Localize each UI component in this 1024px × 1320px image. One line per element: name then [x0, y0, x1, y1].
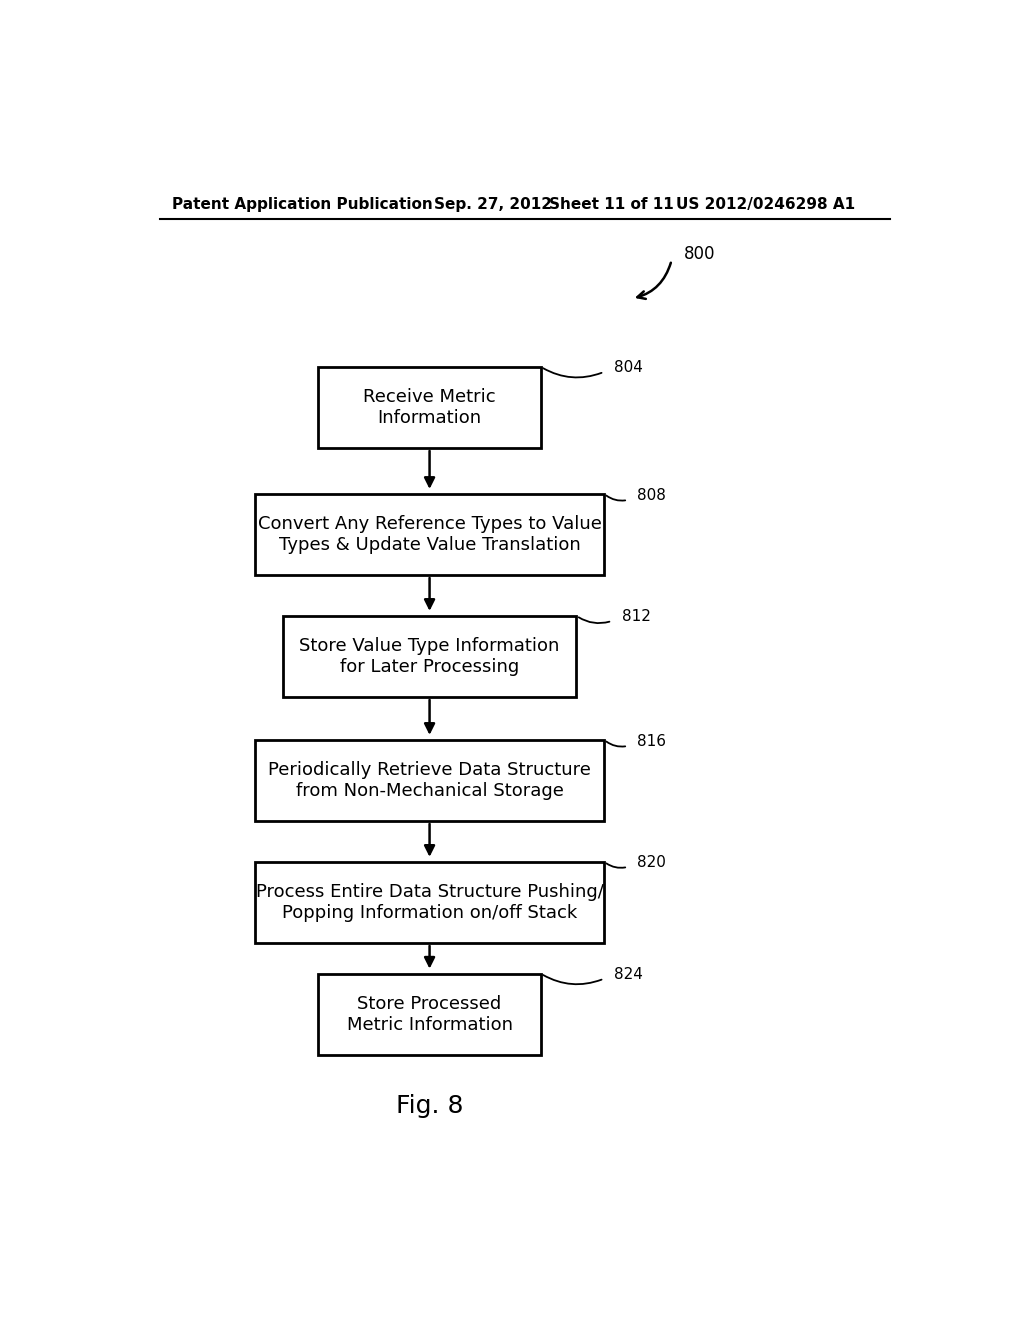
Text: Store Processed
Metric Information: Store Processed Metric Information — [346, 995, 513, 1034]
FancyBboxPatch shape — [318, 974, 541, 1055]
Text: Fig. 8: Fig. 8 — [396, 1094, 463, 1118]
Text: 800: 800 — [684, 246, 715, 263]
Text: Store Value Type Information
for Later Processing: Store Value Type Information for Later P… — [299, 638, 560, 676]
Text: Convert Any Reference Types to Value
Types & Update Value Translation: Convert Any Reference Types to Value Typ… — [258, 515, 601, 554]
Text: 816: 816 — [638, 734, 667, 750]
FancyBboxPatch shape — [255, 739, 604, 821]
FancyBboxPatch shape — [283, 615, 577, 697]
Text: US 2012/0246298 A1: US 2012/0246298 A1 — [676, 197, 855, 211]
FancyBboxPatch shape — [255, 494, 604, 576]
Text: Receive Metric
Information: Receive Metric Information — [364, 388, 496, 426]
FancyBboxPatch shape — [318, 367, 541, 447]
Text: 820: 820 — [638, 855, 667, 870]
Text: Periodically Retrieve Data Structure
from Non-Mechanical Storage: Periodically Retrieve Data Structure fro… — [268, 762, 591, 800]
FancyBboxPatch shape — [255, 862, 604, 942]
Text: Process Entire Data Structure Pushing/
Popping Information on/off Stack: Process Entire Data Structure Pushing/ P… — [256, 883, 603, 921]
Text: 812: 812 — [622, 610, 650, 624]
Text: 808: 808 — [638, 488, 667, 503]
Text: 824: 824 — [613, 968, 642, 982]
Text: 804: 804 — [613, 360, 642, 375]
Text: Sep. 27, 2012: Sep. 27, 2012 — [433, 197, 552, 211]
Text: Patent Application Publication: Patent Application Publication — [172, 197, 432, 211]
Text: Sheet 11 of 11: Sheet 11 of 11 — [549, 197, 674, 211]
